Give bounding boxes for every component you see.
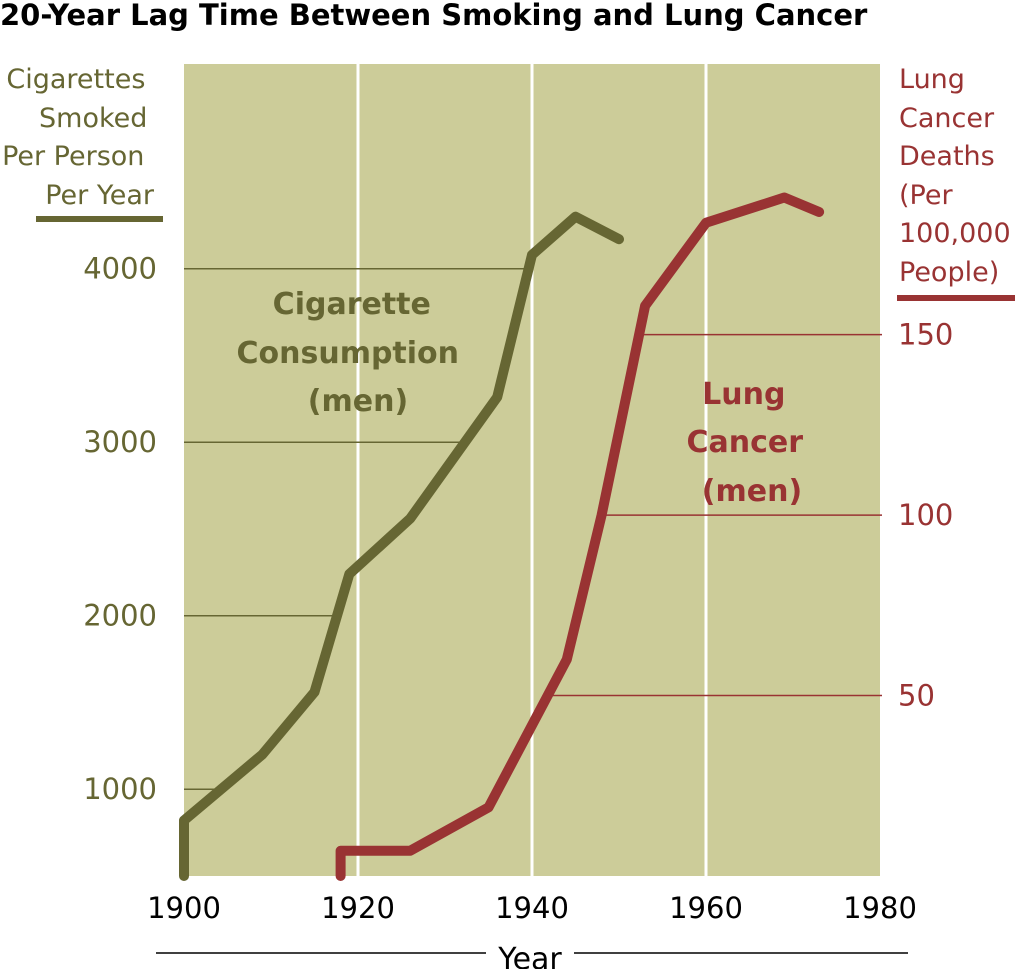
- right-axis-label-line: Cancer: [899, 103, 995, 134]
- left-tick-label: 4000: [83, 252, 157, 286]
- cigarette-consumption-line: [179, 211, 624, 881]
- series-lines: [179, 192, 825, 881]
- left-tick-label: 1000: [83, 772, 157, 806]
- right-axis-label-line: (Per: [899, 180, 953, 211]
- vertical-gridlines: [356, 64, 708, 876]
- reference-lines: [184, 267, 882, 790]
- lung-cancer-annotation-line: (men): [702, 474, 802, 509]
- cigarette-annotation: Cigarette Consumption (men): [237, 287, 470, 419]
- cigarette-annotation-line: Consumption: [237, 336, 460, 371]
- cigarette-annotation-line: (men): [308, 384, 408, 419]
- x-axis-tick-labels: 1900 1920 1940 1960 1980: [147, 891, 917, 925]
- left-axis-label-line: Cigarettes: [6, 64, 145, 95]
- right-axis-tick-labels: 50 100 150: [898, 318, 953, 713]
- x-tick-label: 1920: [321, 891, 395, 925]
- lung-cancer-annotation-line: Cancer: [687, 425, 804, 460]
- right-tick-label: 50: [898, 679, 935, 713]
- left-axis-label-line: Smoked: [39, 103, 147, 134]
- right-axis-label-line: Lung: [899, 64, 965, 95]
- left-tick-label: 2000: [83, 599, 157, 633]
- x-axis-label: Year: [497, 942, 562, 969]
- right-axis-label-line: 100,000: [899, 218, 1011, 249]
- left-axis-tick-labels: 1000 2000 3000 4000: [83, 252, 157, 807]
- lung-cancer-annotation-line: Lung: [702, 377, 785, 412]
- lung-cancer-line: [335, 192, 825, 881]
- x-tick-label: 1900: [147, 891, 221, 925]
- x-tick-label: 1980: [843, 891, 917, 925]
- right-axis-label-line: People): [899, 257, 999, 288]
- chart-title: 20-Year Lag Time Between Smoking and Lun…: [0, 0, 868, 32]
- lung-cancer-annotation: Lung Cancer (men): [687, 377, 814, 509]
- right-axis-label: Lung Cancer Deaths (Per 100,000 People): [899, 64, 1016, 288]
- x-tick-label: 1940: [495, 891, 569, 925]
- right-tick-label: 150: [898, 318, 953, 352]
- right-axis-label-line: Deaths: [899, 141, 995, 172]
- left-tick-label: 3000: [83, 425, 157, 459]
- left-axis-label-line: Per Person: [2, 141, 144, 172]
- x-tick-label: 1960: [669, 891, 743, 925]
- left-axis-label: Cigarettes Smoked Per Person Per Year: [2, 64, 156, 211]
- cigarette-annotation-line: Cigarette: [273, 287, 431, 322]
- left-axis-label-line: Per Year: [45, 180, 155, 211]
- right-tick-label: 100: [898, 498, 953, 532]
